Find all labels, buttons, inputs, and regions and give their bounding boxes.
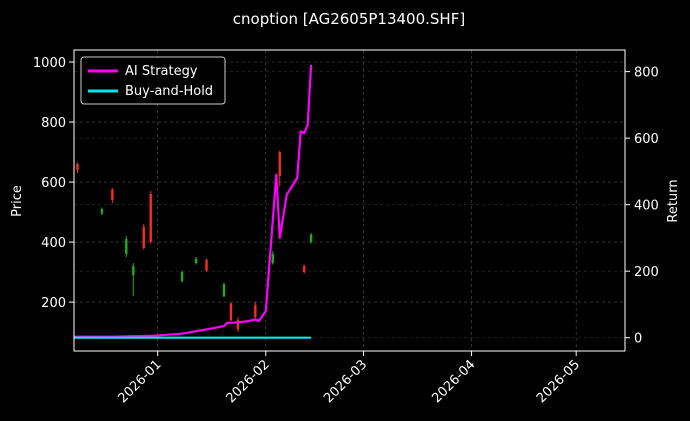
chart-title: cnoption [AG2605P13400.SHF] — [233, 10, 465, 28]
axes: 2026-01 2026-02 2026-03 2026-04 2026-05 200 40… — [33, 56, 659, 406]
candle-body — [236, 320, 240, 330]
candle-body — [271, 254, 274, 264]
candle-body — [180, 272, 184, 282]
candle-body — [125, 239, 128, 255]
candle-body — [194, 258, 198, 264]
y-tick-label-left: 200 — [41, 296, 66, 311]
candle-body — [229, 303, 233, 321]
x-tick-label: 2026-05 — [534, 357, 583, 406]
legend-label-strategy: AI Strategy — [125, 64, 198, 79]
legend: AI Strategy Buy-and-Hold — [80, 56, 226, 105]
y-axis-label-right: Return — [666, 179, 681, 222]
candle-body — [149, 194, 152, 243]
candle-body — [132, 266, 135, 276]
y-axis-label-left: Price — [10, 185, 25, 217]
candle-body — [76, 164, 79, 171]
x-tick-label: 2026-03 — [321, 357, 370, 406]
candle-body — [100, 209, 104, 214]
candle-body — [142, 227, 145, 249]
plot-frame — [73, 49, 626, 352]
candle-body — [254, 305, 257, 318]
candle-body — [222, 284, 226, 297]
candle-body — [278, 152, 281, 177]
y-tick-label-left: 400 — [41, 236, 66, 251]
y-tick-label-right: 0 — [634, 332, 642, 347]
y-tick-label-left: 800 — [41, 116, 66, 131]
candles — [76, 150, 313, 333]
y-tick-label-left: 1000 — [33, 56, 66, 71]
y-tick-label-left: 600 — [41, 176, 66, 191]
x-tick-label: 2026-02 — [224, 357, 273, 406]
candle-body — [302, 266, 306, 273]
x-tick-label: 2026-04 — [429, 357, 478, 406]
y-tick-label-right: 600 — [634, 132, 659, 147]
y-tick-label-right: 800 — [634, 66, 659, 81]
legend-label-buyhold: Buy-and-Hold — [125, 84, 213, 99]
candle-body — [111, 189, 114, 201]
candle-body — [309, 234, 313, 243]
x-tick-label: 2026-01 — [116, 357, 165, 406]
strategy-line — [74, 64, 313, 338]
series-lines — [74, 64, 313, 339]
y-tick-label-right: 200 — [634, 265, 659, 280]
candle-body — [205, 260, 208, 271]
y-tick-label-right: 400 — [634, 199, 659, 214]
